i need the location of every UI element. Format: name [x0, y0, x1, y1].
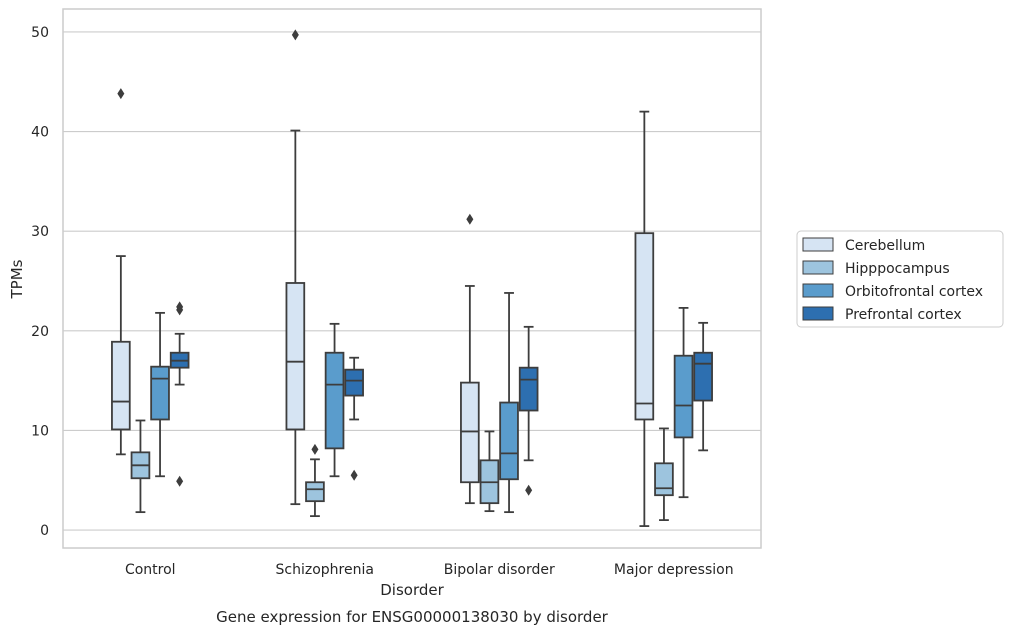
box-body: [305, 481, 325, 503]
box-4-1: [169, 301, 190, 487]
box-4-4: [693, 321, 713, 452]
box-2-1: [130, 419, 151, 514]
x-tick-labels: Control Schizophrenia Bipolar disorder Majo…: [125, 562, 734, 578]
legend-entry-3: Orbitofrontal cortex: [845, 284, 983, 300]
box-2-4: [654, 427, 674, 522]
box-body: [285, 282, 306, 431]
box-body: [499, 401, 519, 481]
legend-entry-1: Cerebellum: [845, 238, 925, 254]
box-1-1: [111, 88, 131, 456]
box-1-3: [460, 213, 480, 505]
x-tick-label-1: Control: [125, 562, 176, 578]
outlier-point-1: [350, 469, 358, 481]
y-tick-labels: 0 10 20 30 40 50: [31, 25, 49, 539]
y-tick-label-0: 0: [40, 523, 49, 539]
box-body: [344, 368, 364, 397]
box-3-4: [673, 306, 694, 499]
y-tick-label-20: 20: [31, 324, 49, 340]
legend-swatch-4: [802, 306, 834, 321]
x-tick-label-2: Schizophrenia: [276, 562, 374, 578]
x-axis-label: Disorder: [380, 581, 444, 599]
box-body: [673, 354, 694, 439]
chart-caption: Gene expression for ENSG00000138030 by d…: [216, 608, 609, 626]
outlier-point-1: [291, 29, 299, 41]
outlier-point-3: [176, 301, 184, 313]
y-tick-label-10: 10: [31, 423, 49, 439]
legend: Cerebellum Hipppocampus Orbitofrontal cort…: [796, 230, 1004, 328]
plot-frame: [62, 8, 762, 549]
box-body: [324, 351, 345, 450]
box-4-3: [518, 325, 539, 496]
box-body: [111, 340, 131, 431]
box-body: [150, 365, 170, 421]
outlier-point-1: [466, 213, 474, 225]
box-2-3: [479, 430, 500, 513]
box-body: [518, 366, 539, 412]
box-body: [460, 381, 480, 484]
box-3-3: [499, 292, 519, 514]
box-3-2: [324, 322, 345, 478]
box-1-2: [285, 29, 306, 506]
outlier-point-1: [525, 484, 533, 496]
outlier-point-1: [117, 88, 125, 100]
outlier-point-1: [176, 475, 184, 487]
box-body: [693, 351, 713, 402]
gridlines: [63, 31, 761, 531]
box-body: [634, 232, 655, 421]
legend-swatch-3: [802, 283, 834, 298]
boxes: [111, 29, 713, 527]
y-tick-label-50: 50: [31, 25, 49, 41]
legend-frame: [796, 230, 1004, 328]
legend-entry-4: Prefrontal cortex: [845, 307, 962, 323]
box-4-2: [344, 356, 364, 481]
box-3-1: [150, 311, 170, 478]
box-2-2: [305, 443, 325, 518]
box-1-4: [634, 110, 655, 527]
box-body: [654, 462, 674, 497]
legend-entry-2: Hipppocampus: [845, 261, 950, 277]
y-tick-label-40: 40: [31, 125, 49, 141]
y-axis-label: TPMs: [8, 259, 26, 299]
legend-swatch-2: [802, 260, 834, 275]
y-tick-label-30: 30: [31, 224, 49, 240]
x-tick-label-4: Major depression: [614, 562, 734, 578]
outlier-point-1: [311, 443, 319, 455]
x-tick-label-3: Bipolar disorder: [444, 562, 555, 578]
legend-swatch-1: [802, 237, 834, 252]
